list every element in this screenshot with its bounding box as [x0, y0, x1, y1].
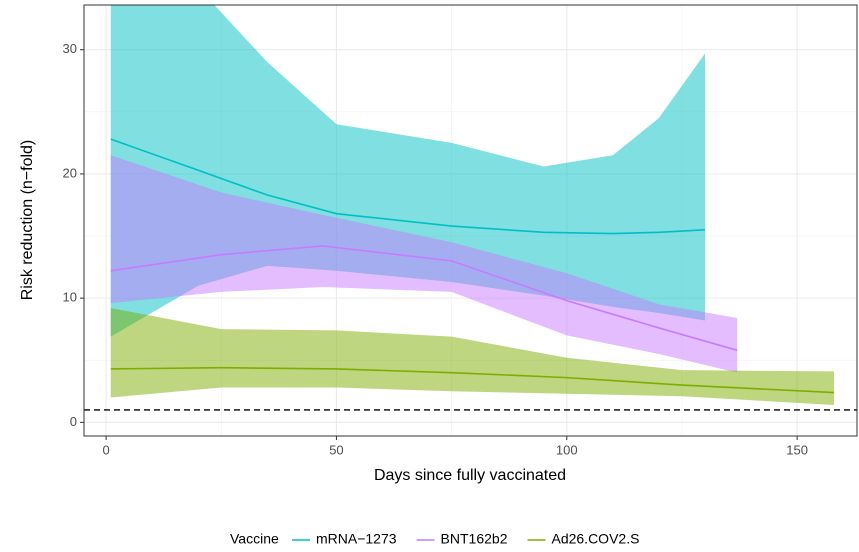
legend-title: Vaccine: [230, 531, 279, 547]
legend-label: BNT162b2: [441, 531, 508, 547]
line: [110, 245, 738, 352]
x-tick-label: 150: [786, 442, 808, 457]
confidence-band: [110, 308, 834, 405]
y-tick-label: 10: [63, 290, 77, 305]
line: [110, 138, 706, 235]
legend-label: mRNA−1273: [316, 531, 397, 547]
y-tick-label: 30: [63, 41, 77, 56]
x-tick-label: 50: [329, 442, 343, 457]
line: [110, 366, 835, 394]
x-tick-label: 0: [102, 442, 109, 457]
plot-area: [110, 5, 835, 405]
x-tick-label: 100: [556, 442, 578, 457]
y-axis-label: Risk reduction (n−fold): [19, 140, 36, 301]
confidence-band: [110, 155, 738, 373]
panel-border: [83, 4, 858, 437]
legend-label: Ad26.COV2.S: [551, 531, 639, 547]
y-tick-label: 20: [63, 165, 77, 180]
y-tick-label: 0: [70, 414, 77, 429]
x-axis-label: Days since fully vaccinated: [374, 467, 566, 484]
